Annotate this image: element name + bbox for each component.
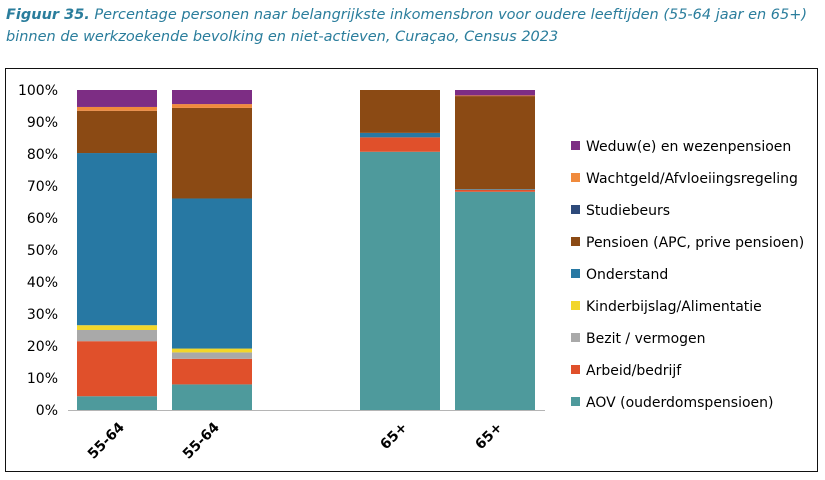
bar-segment [172,90,252,105]
bar-segment [172,104,252,108]
bar-segment [455,96,535,190]
bar-segment [455,90,535,96]
bar-segment [172,352,252,359]
bar-segment [172,358,252,385]
bar-segment [77,153,157,326]
bar-segment [77,325,157,330]
legend-swatch [571,141,580,150]
bar-segment [172,384,252,410]
figure-caption: Figuur 35. Percentage personen naar bela… [6,4,818,48]
legend-swatch [571,173,580,182]
bar-segment [77,106,157,111]
legend-swatch [571,365,580,374]
y-tick-label: 50% [27,243,58,259]
y-tick-label: 80% [27,147,58,163]
bar-segment [77,90,157,107]
y-tick-label: 70% [27,179,58,195]
y-tick-label: 10% [27,371,58,387]
bar-segment [172,348,252,353]
y-tick-label: 30% [27,307,58,323]
figure-label: Figuur 35. [6,7,90,23]
y-tick-label: 20% [27,339,58,355]
legend-swatch [571,333,580,342]
y-tick-label: 60% [27,211,58,227]
y-tick-label: 90% [27,115,58,131]
legend-label: Studiebeurs [586,203,670,219]
bar-segment [455,95,535,97]
legend-swatch [571,397,580,406]
bar-segment [455,191,535,410]
bar-segment [360,90,440,133]
legend-swatch [571,269,580,278]
legend-label: Kinderbijslag/Alimentatie [586,299,762,315]
bar-segment [172,107,252,199]
figure-title: Percentage personen naar belangrijkste i… [6,7,808,45]
bar-segment [360,137,440,152]
legend-swatch [571,301,580,310]
x-category-label: 55-64 [180,419,223,462]
bar-segment [77,396,157,410]
chart-frame [5,68,818,472]
y-tick-label: 0% [36,403,58,419]
legend-label: Onderstand [586,267,668,283]
bar-segment [77,330,157,342]
legend-label: Arbeid/bedrijf [586,363,682,379]
legend-label: Weduw(e) en wezenpensioen [586,139,791,155]
bar-segment [360,151,440,410]
x-category-label: 65+ [472,420,505,453]
legend-label: Pensioen (APC, prive pensioen) [586,235,804,251]
x-category-label: 55-64 [85,419,128,462]
legend-swatch [571,237,580,246]
y-tick-label: 100% [18,83,58,99]
x-category-label: 65+ [377,420,410,453]
y-tick-label: 40% [27,275,58,291]
legend-label: Bezit / vermogen [586,331,706,347]
legend-swatch [571,205,580,214]
bar-segment [455,189,535,192]
bar-segment [172,198,252,349]
legend-label: AOV (ouderdomspensioen) [586,395,774,411]
bar-segment [77,110,157,154]
bar-segment [455,189,535,190]
bar-segment [77,341,157,397]
legend-label: Wachtgeld/Afvloeiingsregeling [586,171,798,187]
bar-segment [360,132,440,138]
